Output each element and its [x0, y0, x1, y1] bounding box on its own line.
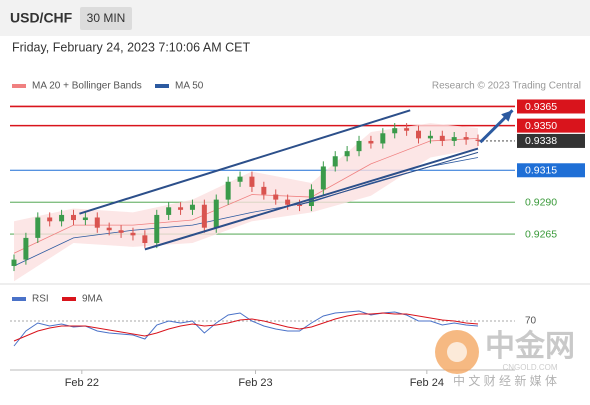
level-label: 0.9365 — [525, 101, 557, 113]
legend-label: RSI — [32, 294, 49, 305]
candle-body — [189, 204, 195, 210]
candle-body — [427, 135, 433, 139]
candle-body — [142, 235, 148, 243]
x-tick-label: Feb 24 — [410, 377, 444, 389]
candle-body — [308, 189, 314, 206]
candle-body — [368, 140, 374, 144]
rsi-panel: 70 RSI 9MA — [10, 294, 537, 347]
x-tick-label: Feb 22 — [65, 377, 99, 389]
candle-body — [261, 186, 267, 195]
arrow-head — [501, 110, 513, 122]
candle-body — [59, 214, 65, 222]
rsi-line — [13, 310, 479, 347]
candle-body — [451, 137, 457, 141]
candle-body — [344, 151, 350, 157]
watermark-site: CNGOLD.COM — [502, 363, 557, 372]
candle-body — [475, 139, 481, 141]
candle-body — [332, 156, 338, 167]
ma20-line — [13, 137, 479, 254]
candle-body — [404, 128, 410, 131]
legend-swatch — [12, 297, 26, 301]
candle-body — [392, 128, 398, 134]
legend-label: 9MA — [82, 294, 103, 305]
watermark-tagline: 中 文 财 经 新 媒 体 — [453, 373, 557, 388]
candle-body — [106, 227, 112, 231]
price-panel: 0.9365 0.9350 0.9338 0.9315 0.9290 0.9265 — [10, 99, 585, 282]
x-tick-label: Feb 23 — [238, 377, 272, 389]
candle-body — [94, 217, 100, 228]
level-label: 0.9350 — [525, 120, 557, 132]
level-label: 0.9315 — [525, 165, 557, 177]
candle-body — [380, 133, 386, 144]
candle-body — [320, 166, 326, 190]
candle-body — [82, 217, 88, 221]
candle-body — [166, 207, 172, 215]
source: Research © 2023 Trading Central — [432, 81, 581, 92]
watermark-brand: 中金网 — [485, 329, 575, 363]
trendline — [79, 109, 411, 215]
timeframe[interactable]: 30 MIN — [87, 11, 126, 25]
candle-body — [118, 230, 124, 233]
level-box — [517, 118, 585, 133]
legend-label: MA 20 + Bollinger Bands — [32, 81, 142, 92]
symbol: USD/CHF — [10, 10, 73, 26]
rsi-tick-label: 70 — [525, 316, 537, 327]
candle-body — [178, 207, 184, 210]
subtitle: Friday, February 24, 2023 7:10:06 AM CET — [12, 40, 250, 54]
level-box — [517, 133, 585, 148]
candle-body — [439, 135, 445, 141]
candle-body — [237, 176, 243, 182]
rsi-line — [13, 312, 479, 342]
candle-body — [130, 232, 136, 236]
level-box — [517, 163, 585, 178]
timeframe-button[interactable] — [80, 7, 132, 30]
candle-body — [154, 214, 160, 243]
legend-swatch — [62, 297, 76, 301]
candle-body — [416, 130, 422, 139]
level-label: 0.9338 — [525, 135, 557, 147]
watermark-logo-inner — [447, 342, 467, 362]
level-label: 0.9265 — [525, 228, 557, 240]
trendline — [299, 151, 479, 206]
candle-body — [356, 140, 362, 152]
candle-body — [23, 237, 29, 260]
legend-label: MA 50 — [175, 81, 204, 92]
candle-body — [35, 217, 41, 238]
candle-body — [201, 204, 207, 228]
trendline — [144, 147, 479, 251]
legend-swatch — [12, 84, 26, 88]
level-label: 0.9290 — [525, 196, 557, 208]
candle-body — [463, 137, 469, 140]
candle-body — [297, 204, 303, 206]
candle-body — [70, 214, 76, 221]
candle-body — [249, 176, 255, 187]
candle-body — [273, 194, 279, 200]
candle-body — [225, 181, 231, 200]
candle-body — [11, 259, 17, 266]
candle-body — [47, 217, 53, 222]
candle-body — [213, 199, 219, 228]
candle-body — [285, 199, 291, 205]
level-box — [517, 99, 585, 114]
bollinger-band — [13, 123, 478, 282]
legend-swatch — [155, 84, 169, 88]
